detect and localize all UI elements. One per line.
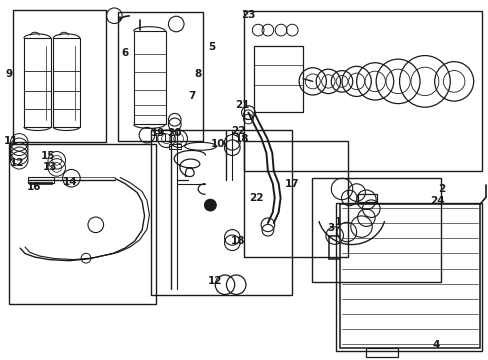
Bar xyxy=(118,12,203,141)
Text: 4: 4 xyxy=(431,340,439,350)
Bar xyxy=(53,39,80,127)
Bar xyxy=(243,12,482,171)
Text: 22: 22 xyxy=(249,193,264,203)
Text: 1: 1 xyxy=(334,217,342,227)
Bar xyxy=(13,10,105,142)
Text: 7: 7 xyxy=(188,91,196,101)
Text: 12: 12 xyxy=(207,276,222,287)
Text: 9: 9 xyxy=(6,69,13,79)
Bar xyxy=(27,177,54,183)
Text: 23: 23 xyxy=(240,10,255,20)
Bar xyxy=(339,204,479,348)
Text: 21: 21 xyxy=(234,100,249,110)
Text: 10: 10 xyxy=(210,139,224,149)
Bar xyxy=(311,178,440,282)
Bar xyxy=(156,134,164,141)
Bar xyxy=(9,144,156,304)
Text: 19: 19 xyxy=(151,128,165,138)
Text: 20: 20 xyxy=(167,128,181,138)
Text: 12: 12 xyxy=(10,158,24,168)
Bar xyxy=(24,39,51,127)
Ellipse shape xyxy=(204,199,216,211)
Text: 18: 18 xyxy=(234,134,249,144)
Text: 15: 15 xyxy=(41,151,56,161)
Text: 16: 16 xyxy=(26,182,41,192)
Bar xyxy=(357,194,376,202)
Text: 6: 6 xyxy=(121,48,128,58)
Text: 8: 8 xyxy=(194,69,202,79)
Text: 24: 24 xyxy=(429,196,444,206)
Bar xyxy=(168,144,181,149)
Bar xyxy=(243,140,347,257)
Text: 14: 14 xyxy=(62,177,77,187)
Text: 17: 17 xyxy=(285,179,299,189)
Bar xyxy=(151,130,292,296)
Text: 3: 3 xyxy=(327,224,334,233)
Bar xyxy=(335,203,482,351)
Text: 2: 2 xyxy=(437,184,445,194)
Text: 13: 13 xyxy=(43,162,58,172)
Bar xyxy=(254,45,303,112)
Text: 22: 22 xyxy=(230,126,245,135)
Bar xyxy=(366,348,397,357)
Text: 5: 5 xyxy=(207,42,215,52)
Text: 18: 18 xyxy=(230,236,245,246)
Bar xyxy=(134,31,165,125)
Bar xyxy=(29,182,52,184)
Text: 11: 11 xyxy=(4,136,19,146)
